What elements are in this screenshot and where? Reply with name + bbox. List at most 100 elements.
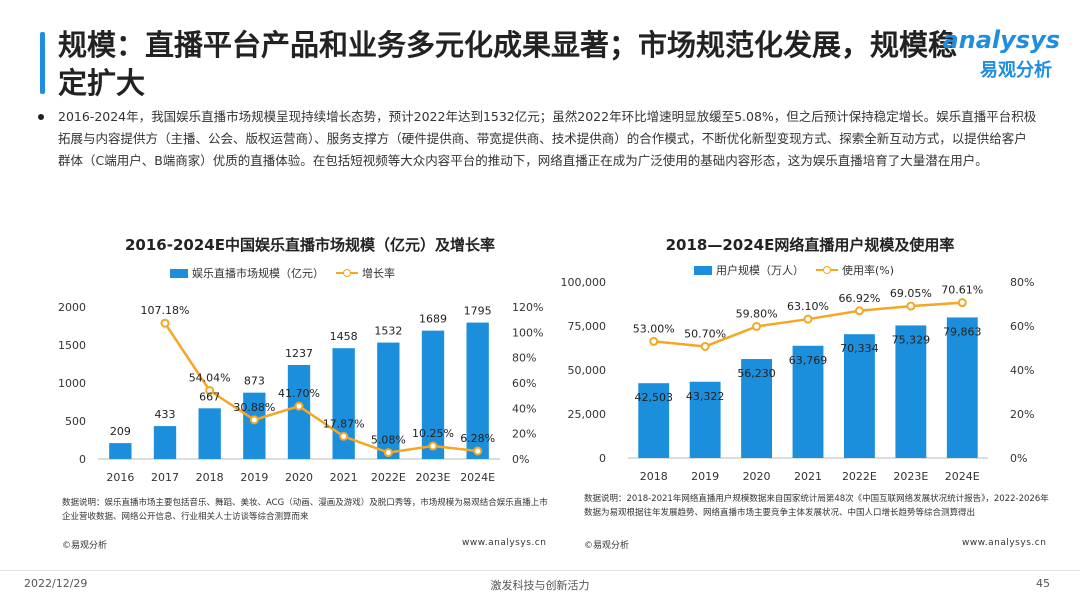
bar-value-label: 43,322: [686, 390, 725, 403]
legend-bar-label: 娱乐直播市场规模（亿元）: [192, 267, 324, 280]
bar: [946, 317, 978, 458]
line-value-label: 17.87%: [323, 417, 365, 430]
bar: [689, 381, 721, 458]
x-axis-tick-label: 2018: [196, 471, 224, 484]
left-chart-title: 2016-2024E中国娱乐直播市场规模（亿元）及增长率: [125, 236, 495, 254]
right-axis-tick-label: 20%: [1010, 408, 1034, 421]
footer-page-number: 45: [1036, 577, 1050, 590]
x-axis-tick-label: 2017: [151, 471, 179, 484]
left-axis-tick-label: 0: [599, 452, 606, 465]
bar: [332, 348, 355, 459]
legend-line-label: 增长率: [362, 267, 395, 280]
line-value-label: 5.08%: [371, 434, 406, 447]
footer-date: 2022/12/29: [24, 577, 88, 590]
x-axis-tick-label: 2016: [106, 471, 134, 484]
bar: [153, 426, 177, 459]
line-value-label: 50.70%: [684, 327, 726, 340]
logo-text-cn: 易观分析: [980, 60, 1052, 81]
left-axis-tick-label: 100,000: [561, 276, 607, 289]
line-point: [803, 314, 813, 324]
growth-line: [163, 322, 478, 454]
bar-value-label: 75,329: [892, 333, 931, 346]
line-value-label: 70.61%: [941, 284, 983, 297]
right-source: ©易观分析: [584, 541, 630, 551]
right-chart-legend: 用户规模（万人） 使用率(%): [694, 262, 894, 278]
x-axis-tick-label: 2023E: [893, 470, 928, 483]
bar-value-label: 79,863: [943, 325, 982, 338]
right-chart: 0 25,000 50,000 75,000 100,000 0% 20% 40% 60% 80%…: [561, 276, 1035, 483]
bar-value-label: 667: [199, 390, 220, 403]
right-chart-title: 2018—2024E网络直播用户规模及使用率: [665, 236, 955, 254]
right-axis-tick-label: 20%: [512, 428, 536, 441]
left-source: ©易观分析: [62, 541, 108, 551]
line-value-label: 54.04%: [189, 372, 231, 385]
line-value-label: 63.10%: [787, 300, 829, 313]
bar-value-label: 873: [244, 375, 265, 388]
line-point: [249, 415, 259, 425]
bar-value-label: 63,769: [789, 354, 828, 367]
left-axis-tick-label: 25,000: [568, 408, 607, 421]
line-point: [906, 301, 916, 311]
line-point: [339, 431, 349, 441]
left-axis-tick-label: 1000: [58, 377, 86, 390]
left-chart-note: 数据说明：娱乐直播市场主要包括音乐、舞蹈、美妆、ACG（动画、漫画及游戏）及脱口…: [62, 498, 548, 522]
x-axis-tick-label: 2020: [285, 471, 313, 484]
legend-line-swatch: [816, 265, 838, 275]
line-value-label: 6.28%: [460, 432, 495, 445]
line-value-label: 41.70%: [278, 387, 320, 400]
line-point: [294, 401, 304, 411]
legend-bar-swatch: [694, 265, 712, 275]
bar-value-label: 1689: [419, 313, 447, 326]
left-axis-tick-label: 0: [79, 453, 86, 466]
right-chart-note: 数据说明：2018-2021年网络直播用户规模数据来自国家统计局第48次《中国互…: [584, 494, 1049, 518]
line-point: [428, 441, 438, 451]
left-axis-tick-label: 500: [65, 415, 86, 428]
right-axis-tick-label: 40%: [1010, 364, 1034, 377]
line-point: [383, 448, 393, 458]
bar: [895, 325, 927, 458]
bar-value-label: 1532: [374, 325, 402, 338]
right-axis-tick-label: 60%: [1010, 320, 1034, 333]
right-website: www.analysys.cn: [962, 538, 1047, 548]
bar-value-label: 433: [155, 408, 176, 421]
line-point: [205, 386, 215, 396]
bar: [741, 359, 772, 458]
left-axis-tick-label: 1500: [58, 339, 86, 352]
x-axis-tick-label: 2021: [330, 471, 358, 484]
footer-slogan: 激发科技与创新活力: [490, 579, 590, 592]
bar-value-label: 56,230: [737, 367, 776, 380]
line-point: [752, 321, 762, 331]
bar: [638, 383, 670, 458]
bar: [109, 443, 132, 459]
x-axis-tick-label: 2020: [743, 470, 771, 483]
left-chart-legend: 娱乐直播市场规模（亿元） 增长率: [170, 265, 395, 281]
right-axis-tick-label: 0%: [1010, 452, 1027, 465]
line-value-label: 30.88%: [233, 401, 275, 414]
right-axis-tick-label: 120%: [512, 301, 543, 314]
line-point: [700, 341, 710, 351]
footer-divider: [0, 570, 1080, 571]
line-point: [649, 336, 659, 346]
legend-bar-label: 用户规模（万人）: [716, 264, 804, 277]
bar: [287, 364, 311, 459]
x-axis-tick-label: 2022E: [371, 471, 406, 484]
legend-line-swatch: [336, 268, 358, 278]
bar-value-label: 70,334: [840, 342, 879, 355]
x-axis-tick-label: 2019: [240, 471, 268, 484]
line-value-label: 107.18%: [141, 304, 190, 317]
bar-value-label: 42,503: [634, 391, 673, 404]
x-axis-tick-label: 2021: [794, 470, 822, 483]
page-title: 规模：直播平台产品和业务多元化成果显著；市场规范化发展，规模稳定扩大: [58, 28, 958, 100]
x-axis-tick-label: 2022E: [842, 470, 877, 483]
x-axis-tick-label: 2018: [640, 470, 668, 483]
x-axis-tick-label: 2023E: [416, 471, 451, 484]
bar: [243, 392, 266, 459]
right-axis-tick-label: 0%: [512, 453, 529, 466]
left-chart: 0 500 1000 1500 2000 0% 20% 40% 60% 80% 100% 120% 20…: [58, 301, 543, 484]
left-axis-tick-label: 2000: [58, 301, 86, 314]
x-axis-tick-label: 2019: [691, 470, 719, 483]
summary-bullet: 2016-2024年，我国娱乐直播市场规模呈现持续增长态势，预计2022年达到1…: [38, 106, 1038, 172]
legend-bar-swatch: [170, 268, 188, 278]
line-value-label: 53.00%: [633, 322, 675, 335]
bar-value-label: 1795: [464, 305, 492, 318]
